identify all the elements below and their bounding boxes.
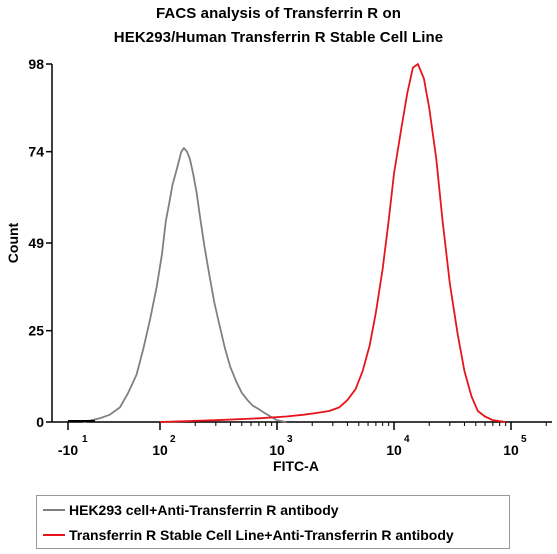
legend-swatch-gray xyxy=(43,509,65,511)
x-tick-exponent-4: 5 xyxy=(521,434,527,445)
y-tick-label-0: 0 xyxy=(36,414,44,430)
x-tick-exponent-3: 4 xyxy=(404,434,410,445)
legend-label-red: Transferrin R Stable Cell Line+Anti-Tran… xyxy=(69,527,454,543)
chart-title-line-1: FACS analysis of Transferrin R on xyxy=(155,5,402,22)
x-tick-label-1: 10 xyxy=(152,442,168,458)
x-tick-exponent-0: 1 xyxy=(82,434,88,445)
y-tick-label-3: 74 xyxy=(28,144,44,160)
y-tick-label-2: 49 xyxy=(28,235,44,251)
series-line-hek293-control xyxy=(82,147,287,423)
chart-legend: HEK293 cell+Anti-Transferrin R antibody … xyxy=(36,495,510,549)
y-axis-label: Count xyxy=(5,222,21,263)
x-tick-label-4: 10 xyxy=(503,442,519,458)
x-tick-exponent-1: 2 xyxy=(170,434,176,445)
x-tick-exponent-2: 3 xyxy=(287,434,293,445)
x-axis-label: FITC-A xyxy=(273,458,319,474)
legend-entry-gray: HEK293 cell+Anti-Transferrin R antibody xyxy=(43,499,339,521)
y-tick-label-4: 98 xyxy=(28,56,44,72)
x-tick-label-0: -10 xyxy=(58,442,78,458)
x-tick-label-3: 10 xyxy=(386,442,402,458)
x-tick-label-2: 10 xyxy=(269,442,285,458)
y-tick-label-1: 25 xyxy=(28,323,44,339)
legend-label-gray: HEK293 cell+Anti-Transferrin R antibody xyxy=(69,502,339,518)
series-line-stable-cell-line xyxy=(159,63,506,423)
legend-swatch-red xyxy=(43,534,65,536)
chart-title-line-2: HEK293/Human Transferrin R Stable Cell L… xyxy=(113,29,444,46)
legend-entry-red: Transferrin R Stable Cell Line+Anti-Tran… xyxy=(43,524,454,546)
